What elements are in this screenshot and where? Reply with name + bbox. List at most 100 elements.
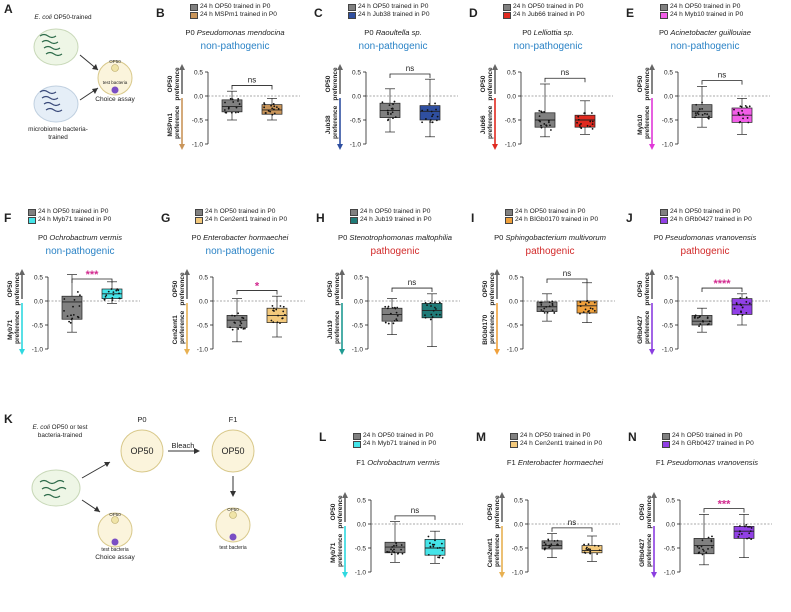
- legend-text: 24 h MSPm1 trained in P0: [200, 11, 277, 18]
- up-arrow-head: [494, 269, 500, 275]
- legend-item: 24 h OP50 trained in P0: [503, 3, 585, 11]
- k-plate-op50-1: OP50: [109, 512, 121, 517]
- data-point: [538, 115, 541, 118]
- data-point: [429, 542, 431, 545]
- data-point: [579, 305, 582, 307]
- y-label-top: OP50: [637, 280, 644, 297]
- data-point: [696, 317, 699, 319]
- generation: F1: [356, 458, 368, 467]
- panel-g: G 24 h OP50 trained in P0 24 h Cen2ent1 tr…: [155, 205, 325, 405]
- data-point: [706, 323, 709, 326]
- significance-label: ns: [411, 506, 419, 515]
- species-name: Enterobacter hormaechei: [517, 458, 604, 467]
- data-point: [587, 543, 590, 546]
- legend-item: 24 h OP50 trained in P0: [195, 208, 287, 216]
- down-arrow-head: [184, 349, 190, 355]
- data-point: [272, 321, 275, 324]
- data-point: [708, 115, 710, 118]
- y-tick-label: -0.5: [355, 546, 367, 553]
- data-point: [111, 299, 114, 301]
- data-point: [435, 119, 438, 122]
- data-point: [547, 119, 550, 122]
- box: [61, 295, 83, 320]
- data-point: [269, 110, 272, 113]
- up-arrow-head: [342, 492, 348, 498]
- data-point: [386, 109, 389, 112]
- data-point: [429, 119, 432, 121]
- down-arrow-head: [649, 144, 655, 150]
- species-name: Enterobacter hormaechei: [203, 233, 289, 242]
- panel-title: P0 Ochrobactrum vermis: [0, 233, 160, 242]
- legend-text: 24 h Cen2ent1 trained in P0: [205, 216, 288, 223]
- data-point: [430, 313, 433, 316]
- data-point: [224, 101, 226, 104]
- up-arrow-head: [179, 64, 185, 70]
- data-point: [747, 121, 750, 124]
- legend-text: 24 h OP50 trained in P0: [363, 432, 434, 439]
- data-point: [547, 121, 550, 124]
- data-point: [543, 541, 546, 544]
- data-point: [557, 544, 559, 546]
- y-tick-label: 0.5: [514, 498, 523, 505]
- legend: 24 h OP50 trained in P0 24 h Cen2ent1 tra…: [510, 432, 602, 448]
- legend-text: 24 h OP50 trained in P0: [38, 208, 109, 215]
- legend-text: 24 h Jub38 trained in P0: [358, 11, 430, 18]
- panel-f: F 24 h OP50 trained in P0 24 h Myb71 train…: [0, 205, 170, 405]
- up-arrow-head: [492, 64, 498, 70]
- legend-text: 24 h Jub19 trained in P0: [360, 216, 432, 223]
- data-point: [745, 523, 748, 526]
- panel-letter: N: [628, 430, 637, 444]
- data-point: [270, 319, 273, 322]
- legend-swatch: [662, 432, 670, 440]
- data-point: [432, 113, 434, 116]
- legend-swatch: [195, 208, 203, 216]
- data-point: [282, 310, 285, 313]
- y-label-pref-top: preference: [179, 272, 186, 306]
- data-point: [544, 543, 547, 546]
- data-point: [586, 299, 589, 302]
- data-point: [590, 112, 593, 114]
- panel-letter: C: [314, 6, 323, 20]
- legend-item: 24 h OP50 trained in P0: [510, 432, 602, 440]
- significance-label: ns: [561, 68, 569, 77]
- data-point: [263, 103, 266, 106]
- data-point: [273, 105, 276, 108]
- box: [581, 545, 603, 554]
- y-label-bottom: Myb71: [7, 319, 14, 340]
- legend-swatch: [195, 216, 203, 224]
- legend-text: 24 h OP50 trained in P0: [670, 3, 741, 10]
- data-point: [739, 303, 742, 306]
- data-point: [438, 301, 441, 304]
- box: [693, 538, 715, 555]
- data-point: [439, 546, 441, 549]
- y-tick-label: 0.0: [509, 299, 518, 306]
- data-point: [273, 310, 275, 312]
- data-point: [237, 100, 239, 102]
- data-point: [430, 110, 433, 113]
- data-point: [548, 301, 551, 304]
- data-point: [740, 310, 742, 313]
- legend-swatch: [190, 11, 198, 19]
- panel-letter: E: [626, 6, 635, 20]
- species-name: Lelliottia sp.: [533, 28, 574, 37]
- box: [419, 105, 441, 121]
- species-name: Pseudomonas vranovensis: [665, 233, 757, 242]
- y-tick-label: -0.5: [664, 546, 676, 553]
- legend-swatch: [660, 216, 668, 224]
- data-point: [240, 322, 243, 325]
- legend-swatch: [348, 11, 356, 19]
- y-label-pref-bottom: preference: [494, 533, 501, 567]
- y-tick-label: 0.5: [507, 70, 516, 77]
- legend-text: 24 h Myb71 trained in P0: [363, 440, 437, 447]
- data-point: [433, 306, 436, 309]
- data-point: [549, 129, 552, 131]
- legend-item: 24 h Jub19 trained in P0: [350, 216, 432, 224]
- legend-text: 24 h Myb10 trained in P0: [670, 11, 744, 18]
- legend-item: 24 h Cen2ent1 trained in P0: [510, 440, 602, 448]
- data-point: [551, 304, 554, 306]
- data-point: [707, 536, 710, 539]
- legend-item: 24 h OP50 trained in P0: [662, 432, 754, 440]
- category-label: non-pathogenic: [513, 41, 583, 52]
